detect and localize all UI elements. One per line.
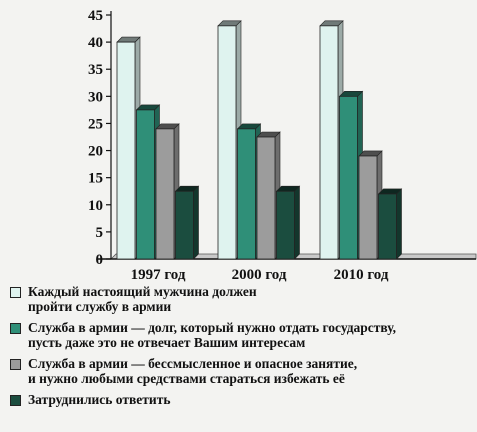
bar [136, 109, 155, 260]
legend-item-pointless: Служба в армии — бессмысленное и опасное… [6, 356, 474, 386]
legend-swatch-duty [10, 323, 21, 334]
legend-label-line: Каждый настоящий мужчина должен [28, 284, 257, 299]
legend-item-undecided: Затруднились ответить [6, 392, 474, 407]
y-tick-label: 35 [88, 62, 103, 78]
legend-swatch-undecided [10, 395, 21, 406]
x-axis-labels: 1997 год 2000 год 2010 год [131, 267, 389, 283]
x-category-label: 1997 год [131, 267, 186, 283]
y-tick-label: 40 [88, 35, 103, 51]
y-tick-label: 30 [88, 89, 103, 105]
bar [217, 25, 237, 260]
bar [175, 190, 194, 260]
bar [276, 190, 295, 260]
legend-item-duty: Служба в армии — долг, который нужно отд… [6, 320, 474, 350]
y-tick-label: 25 [88, 116, 103, 132]
legend-label-line: и нужно любыми средствами стараться избе… [28, 371, 345, 386]
y-tick-label: 5 [96, 225, 104, 241]
legend-label-line: Затруднились ответить [28, 392, 171, 407]
x-category-label: 2000 год [232, 267, 287, 283]
y-tick-label: 0 [96, 252, 104, 268]
bar [358, 155, 378, 260]
legend-swatch-must-serve [10, 287, 21, 298]
bar-side [294, 185, 300, 260]
bar [155, 128, 175, 260]
legend-label-line: пройти службу в армии [28, 299, 172, 314]
y-tick-label: 10 [88, 198, 103, 214]
bar-chart: 0 5 10 15 20 25 30 35 40 45 1997 год 2000 год 2010 … [88, 8, 477, 283]
y-tick-label: 45 [88, 8, 103, 24]
legend-label-line: Служба в армии — бессмысленное и опасное… [28, 356, 358, 371]
bars [116, 20, 403, 260]
bar [339, 95, 358, 260]
bar-side [396, 188, 402, 260]
bar-side [193, 185, 199, 260]
bar [116, 41, 136, 260]
legend-item-must-serve: Каждый настоящий мужчина должен пройти с… [6, 284, 474, 314]
bar [378, 193, 397, 260]
bar [256, 136, 276, 260]
y-tick-label: 20 [88, 144, 103, 160]
legend: Каждый настоящий мужчина должен пройти с… [6, 284, 474, 413]
y-tick-label: 15 [88, 171, 103, 187]
legend-swatch-pointless [10, 359, 21, 370]
legend-label-line: пусть даже это не отвечает Вашим интерес… [28, 335, 306, 350]
bar [237, 128, 256, 260]
legend-label-line: Служба в армии — долг, который нужно отд… [28, 320, 397, 335]
bar [319, 25, 339, 260]
x-category-label: 2010 год [334, 267, 389, 283]
